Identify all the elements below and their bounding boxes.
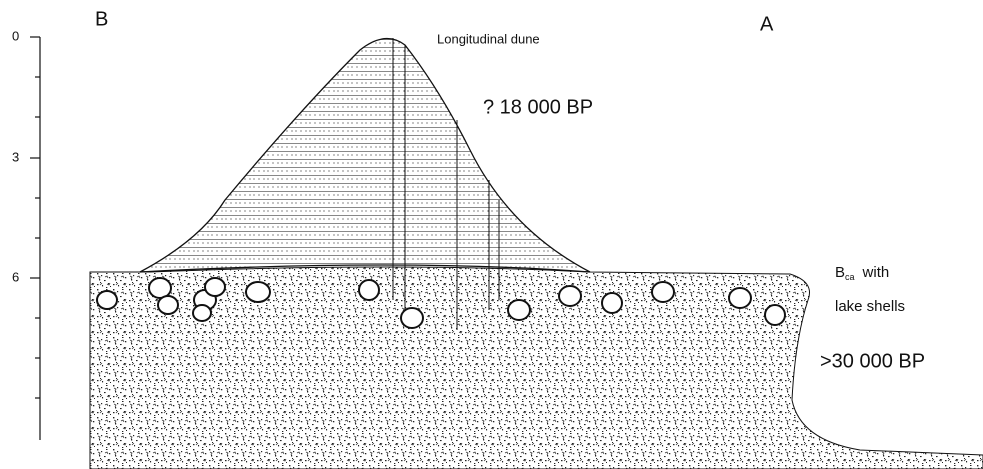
section-end-label: A bbox=[760, 13, 774, 35]
scale-label: 0 bbox=[12, 28, 19, 43]
scale-label: 6 bbox=[12, 269, 19, 284]
lower-deposit bbox=[89, 266, 983, 469]
base-age: >30 000 BP bbox=[820, 350, 925, 372]
dune-age: ? 18 000 BP bbox=[483, 96, 593, 118]
dune-label: Longitudinal dune bbox=[437, 31, 540, 46]
horizon-subscript: ca bbox=[845, 272, 855, 282]
horizon-symbol: B bbox=[835, 264, 845, 281]
depth-scale bbox=[30, 36, 41, 440]
horizon-label: lake shells bbox=[835, 298, 905, 315]
section-end-label: B bbox=[95, 8, 108, 30]
horizon-text: with bbox=[862, 264, 890, 281]
lake-shells bbox=[96, 277, 786, 329]
scale-label: 3 bbox=[12, 149, 19, 164]
dune bbox=[139, 38, 591, 273]
root-lines bbox=[392, 38, 500, 330]
horizon-label: Bca with bbox=[835, 264, 889, 282]
